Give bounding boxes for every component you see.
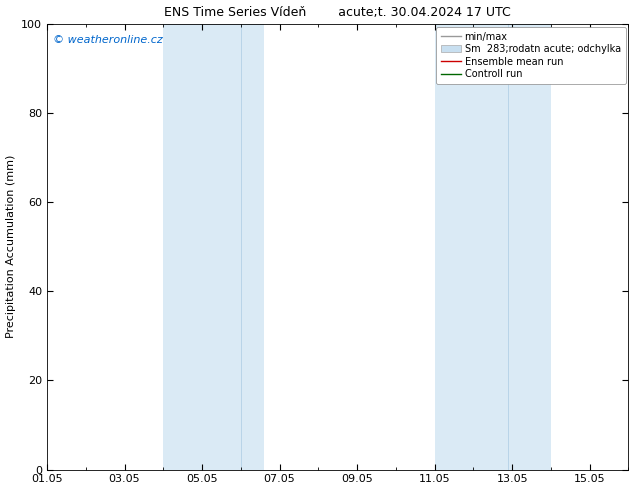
Y-axis label: Precipitation Accumulation (mm): Precipitation Accumulation (mm) bbox=[6, 155, 16, 339]
Text: © weatheronline.cz: © weatheronline.cz bbox=[53, 35, 162, 45]
Title: ENS Time Series Vídeň        acute;t. 30.04.2024 17 UTC: ENS Time Series Vídeň acute;t. 30.04.202… bbox=[164, 5, 511, 19]
Bar bbox=[435, 24, 551, 469]
Legend: min/max, Sm  283;rodatn acute; odchylka, Ensemble mean run, Controll run: min/max, Sm 283;rodatn acute; odchylka, … bbox=[436, 27, 626, 84]
Bar bbox=[164, 24, 264, 469]
